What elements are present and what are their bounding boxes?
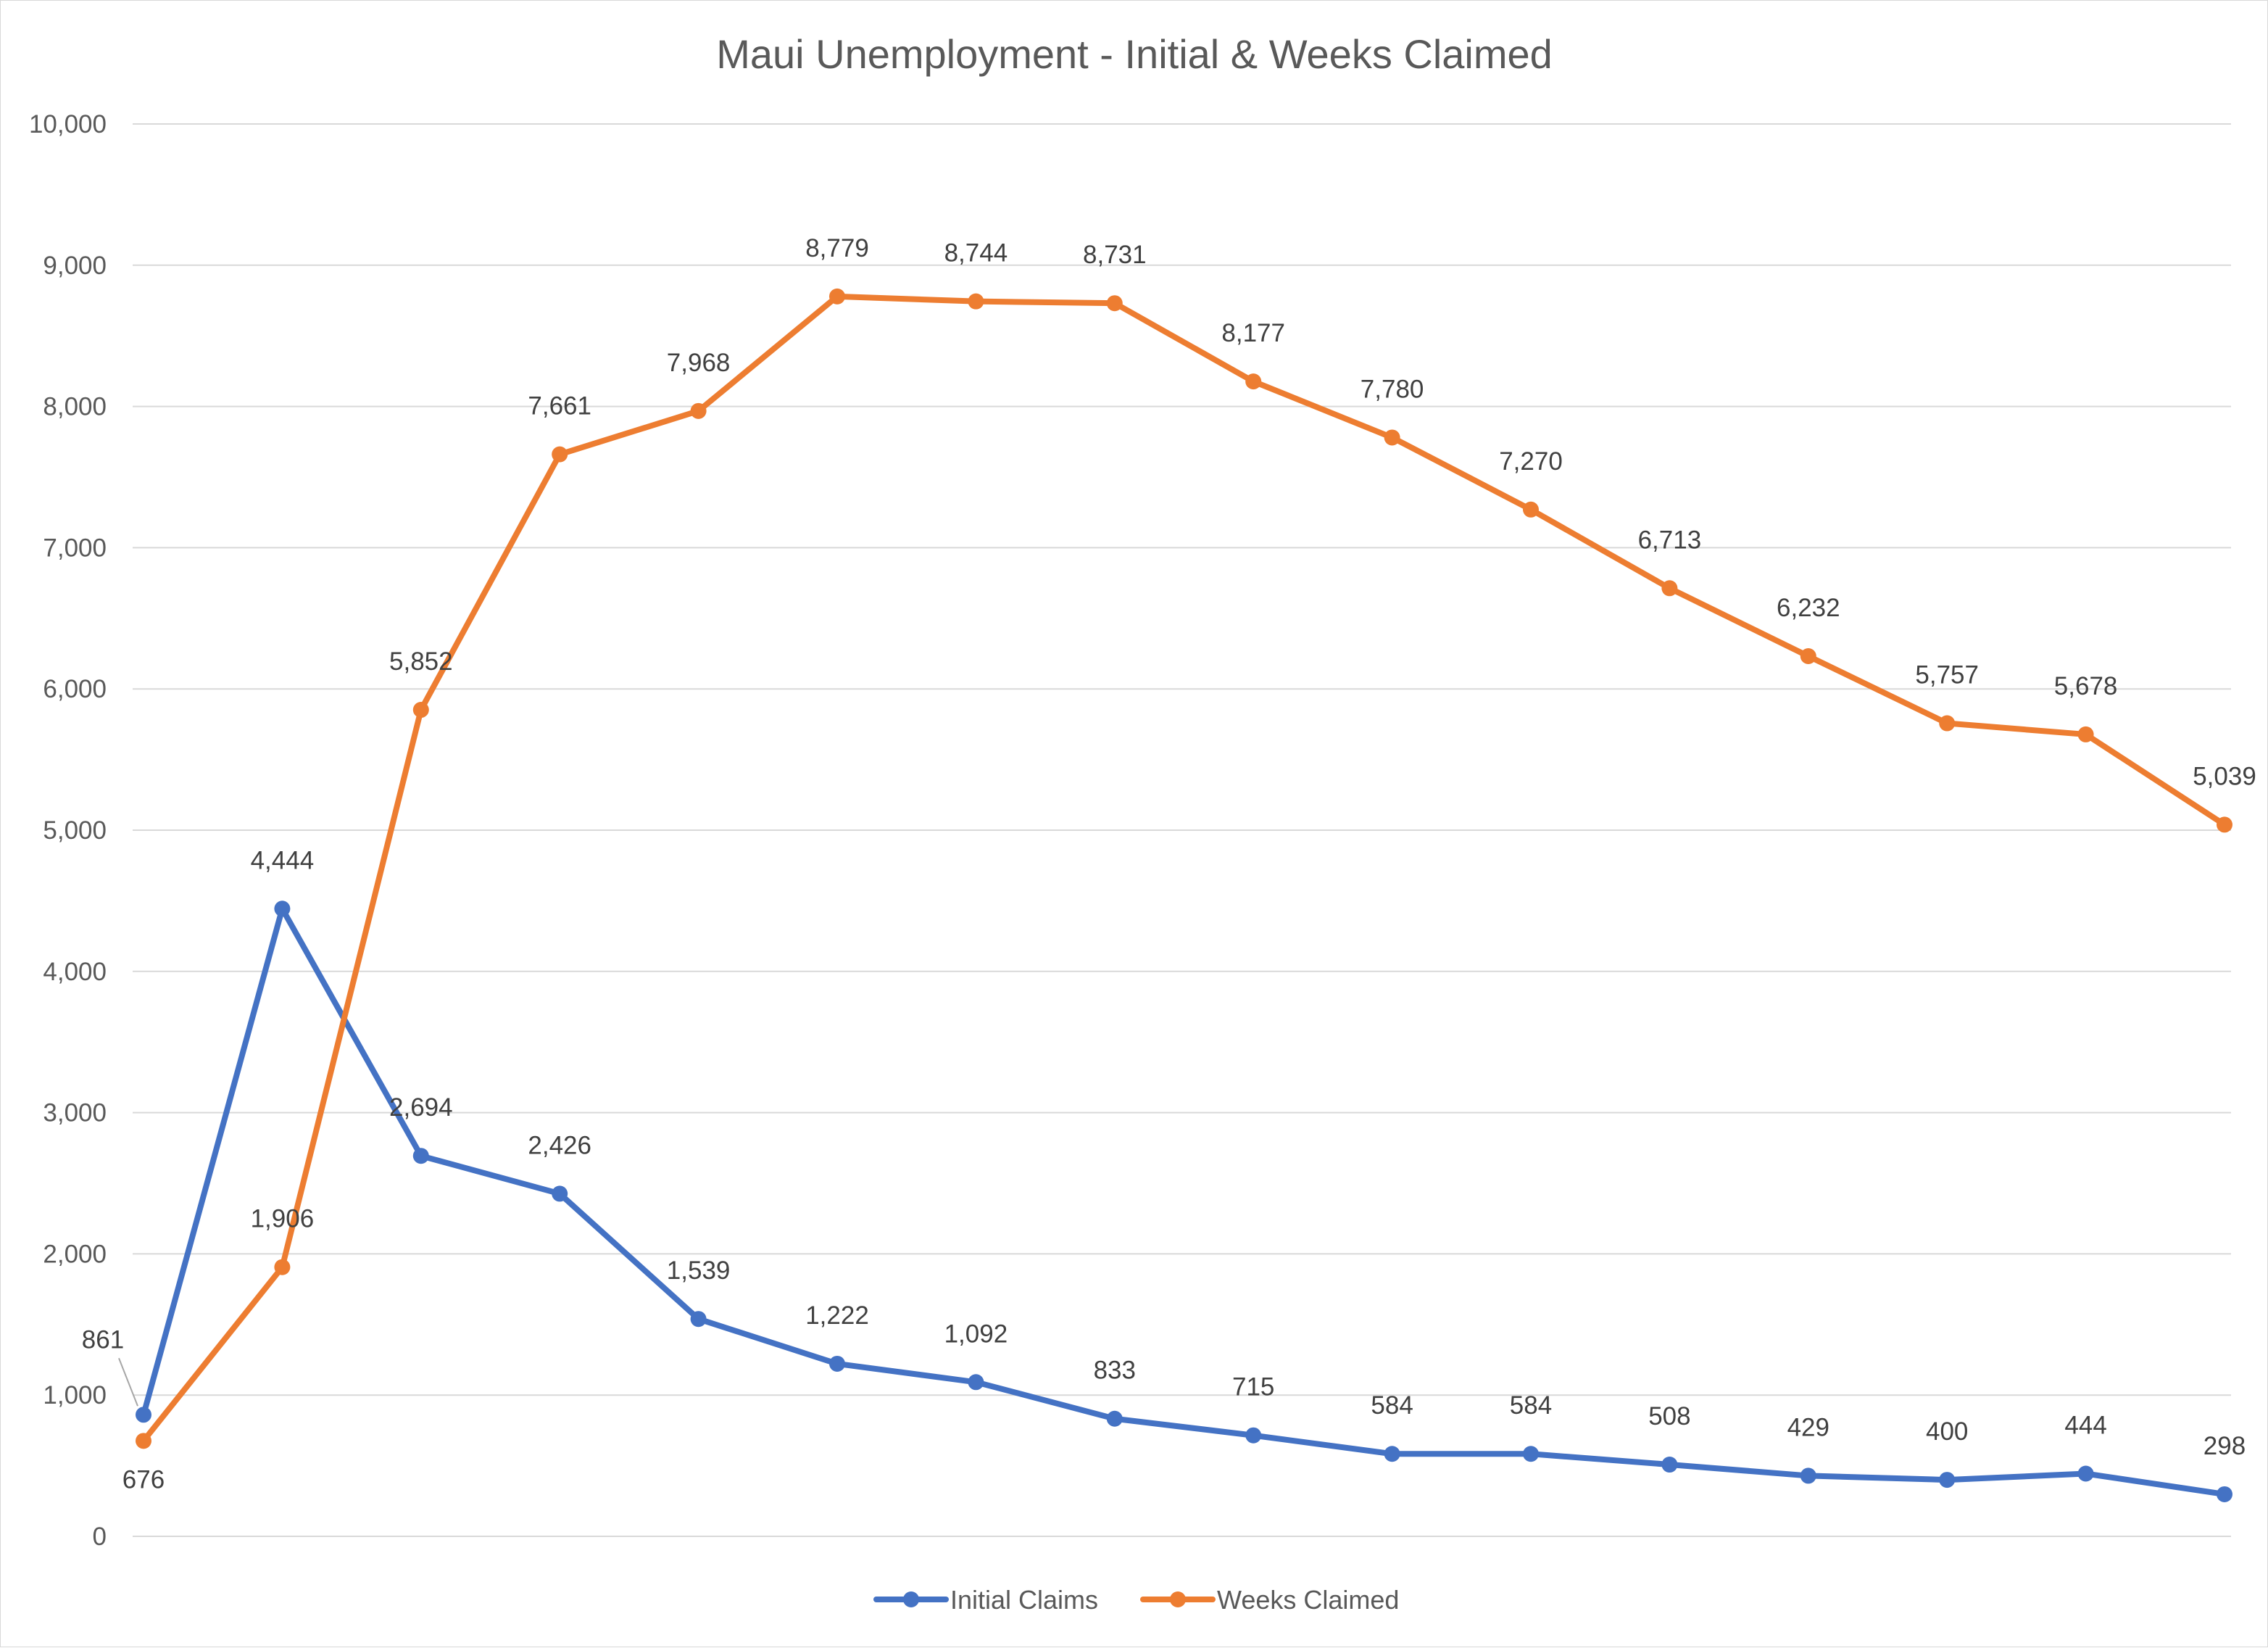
data-point — [968, 293, 984, 310]
data-label: 8,779 — [805, 234, 869, 262]
data-point — [1661, 1457, 1678, 1473]
data-label: 508 — [1648, 1402, 1690, 1430]
data-point — [2217, 1486, 2232, 1502]
legend-item: Weeks Claimed — [1140, 1585, 1399, 1615]
y-tick-label: 4,000 — [43, 958, 107, 986]
data-label: 298 — [2203, 1432, 2246, 1460]
data-point — [2077, 726, 2094, 742]
data-point — [136, 1433, 151, 1449]
data-label: 676 — [122, 1465, 165, 1494]
legend: Initial Claims Weeks Claimed — [873, 1585, 1399, 1615]
data-label: 1,539 — [667, 1256, 731, 1285]
data-point — [1245, 1427, 1262, 1444]
data-label: 861 — [82, 1325, 124, 1354]
data-label: 7,270 — [1499, 447, 1563, 476]
y-tick-label: 1,000 — [43, 1381, 107, 1409]
data-point — [1661, 580, 1678, 597]
data-point — [1106, 1410, 1123, 1427]
series-weeks-claimed — [136, 288, 2232, 1449]
data-label: 5,678 — [2054, 672, 2118, 700]
data-label: 5,757 — [1915, 661, 1979, 690]
gridlines — [133, 123, 2231, 1537]
data-label: 429 — [1787, 1413, 1829, 1441]
data-label: 400 — [1926, 1417, 1968, 1446]
data-point — [552, 446, 568, 463]
data-point — [412, 702, 429, 719]
data-label: 6,713 — [1638, 526, 1702, 554]
data-point — [1523, 1446, 1539, 1462]
data-label: 584 — [1510, 1391, 1552, 1420]
data-point — [829, 1355, 845, 1372]
legend-swatch-marker — [903, 1591, 919, 1607]
data-label: 7,780 — [1361, 375, 1424, 403]
data-label: 2,694 — [389, 1093, 453, 1122]
data-label: 444 — [2064, 1412, 2106, 1440]
data-point — [1245, 373, 1262, 390]
data-label: 833 — [1094, 1357, 1136, 1385]
data-label: 8,177 — [1221, 319, 1285, 347]
data-label: 8,731 — [1083, 241, 1147, 269]
y-tick-label: 8,000 — [43, 393, 107, 421]
data-point — [274, 1259, 291, 1275]
data-point — [690, 1311, 707, 1328]
data-label: 1,222 — [805, 1301, 869, 1330]
data-point — [1939, 715, 1956, 732]
legend-swatch-marker — [1170, 1591, 1186, 1607]
data-labels: 861 4,444 2,694 2,426 1,539 1,222 1,092 833 715 5… — [82, 234, 2256, 1494]
data-label: 7,661 — [528, 392, 591, 421]
data-label: 5,039 — [2193, 762, 2256, 790]
data-point — [1384, 429, 1400, 446]
data-point — [1523, 501, 1539, 518]
data-point — [1384, 1446, 1400, 1462]
data-point — [1106, 295, 1123, 312]
data-point — [1800, 1467, 1816, 1484]
series-line — [141, 293, 2227, 1444]
y-tick-label: 9,000 — [43, 252, 107, 280]
data-label: 4,444 — [251, 846, 315, 874]
data-label: 5,852 — [389, 647, 453, 676]
data-point — [1800, 648, 1816, 665]
y-tick-label: 3,000 — [43, 1099, 107, 1127]
y-tick-label: 5,000 — [43, 816, 107, 845]
data-label: 7,968 — [667, 349, 731, 377]
data-point — [2217, 816, 2232, 833]
data-point — [968, 1374, 984, 1391]
data-point — [2077, 1465, 2094, 1482]
series-lines — [136, 288, 2232, 1502]
series-initial-claims — [136, 900, 2232, 1502]
data-point — [1939, 1472, 1956, 1488]
data-point — [136, 1407, 151, 1423]
data-label: 2,426 — [528, 1131, 591, 1159]
data-point — [829, 288, 845, 305]
y-tick-label: 6,000 — [43, 675, 107, 703]
data-label: 6,232 — [1777, 594, 1840, 622]
data-point — [412, 1148, 429, 1164]
data-label: 1,906 — [251, 1205, 315, 1233]
data-point — [552, 1185, 568, 1202]
data-label: 8,744 — [944, 239, 1008, 268]
chart-title: Maui Unemployment - Initial & Weeks Clai… — [716, 31, 1553, 77]
legend-label: Weeks Claimed — [1217, 1585, 1399, 1615]
legend-item: Initial Claims — [873, 1585, 1098, 1615]
series-line — [141, 906, 2227, 1497]
data-label: 715 — [1232, 1373, 1274, 1401]
y-tick-label: 2,000 — [43, 1240, 107, 1268]
legend-label: Initial Claims — [950, 1585, 1098, 1615]
data-point — [690, 402, 707, 419]
y-tick-label: 10,000 — [29, 110, 107, 138]
y-axis-ticks: 0 1,000 2,000 3,000 4,000 5,000 6,000 7,000 8,00… — [29, 110, 107, 1551]
data-label: 584 — [1371, 1391, 1413, 1420]
y-tick-label: 0 — [93, 1523, 107, 1551]
data-point — [274, 900, 291, 917]
y-tick-label: 7,000 — [43, 534, 107, 562]
data-label: 1,092 — [944, 1320, 1008, 1348]
label-leader-line — [118, 1357, 138, 1407]
